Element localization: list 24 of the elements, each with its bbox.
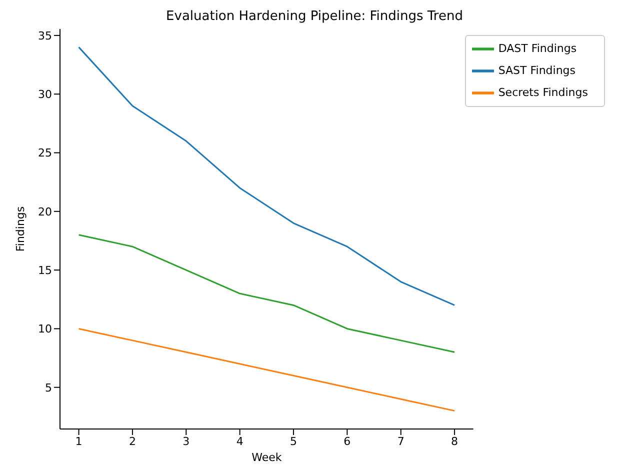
legend-label: Secrets Findings (498, 86, 588, 100)
line-series (78, 46, 456, 306)
x-tick-label: 7 (397, 434, 404, 448)
y-axis-title: Findings (14, 206, 27, 252)
x-tick-label: 5 (290, 434, 298, 448)
y-tick-label: 25 (38, 146, 52, 160)
x-tick-label: 2 (128, 434, 136, 448)
chart-title: Evaluation Hardening Pipeline: Findings Trend (165, 8, 464, 25)
x-tick-label: 4 (236, 434, 244, 448)
y-tick-label: 10 (38, 322, 52, 336)
y-tick-label: 5 (45, 381, 52, 394)
x-tick-label: 6 (344, 434, 351, 448)
x-tick-label: 8 (451, 434, 458, 448)
y-tick-label: 35 (38, 29, 52, 42)
y-tick-label: 20 (38, 205, 52, 218)
x-axis-title: Week (252, 451, 282, 464)
x-tick-label: 3 (182, 434, 190, 448)
legend-label: DAST Findings (498, 42, 577, 56)
legend-label: SAST Findings (498, 64, 576, 78)
y-tick-label: 15 (38, 264, 52, 277)
line-series (78, 234, 456, 353)
line-series (78, 328, 456, 412)
y-tick-label: 30 (38, 88, 52, 102)
x-tick-label: 1 (75, 434, 82, 448)
